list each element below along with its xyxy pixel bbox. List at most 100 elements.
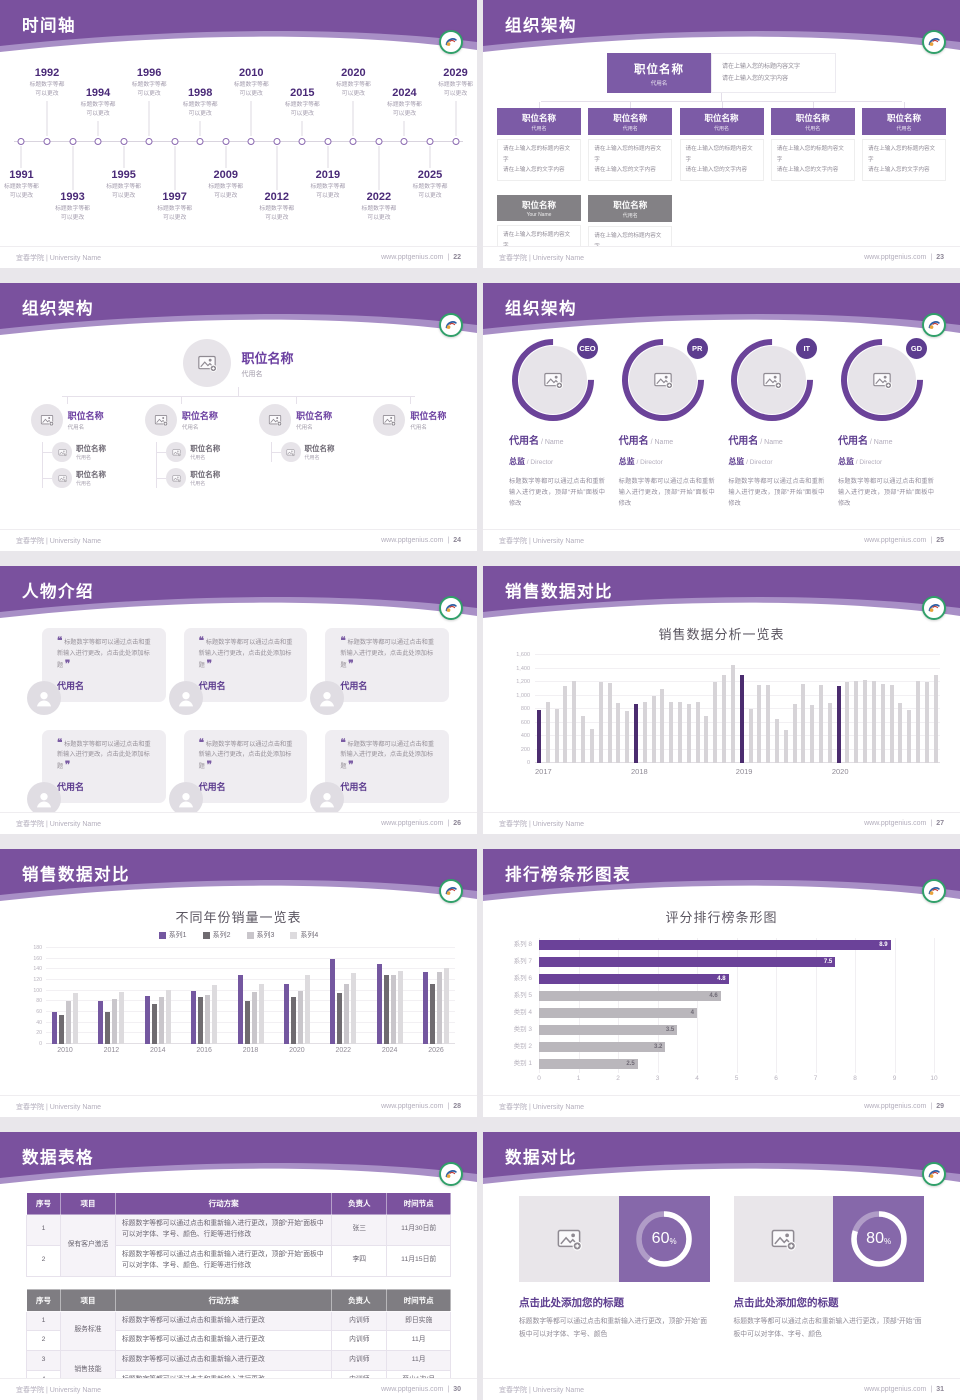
timeline-stem <box>301 121 303 136</box>
org-branch: 职位名称 代用名 <box>353 397 467 488</box>
x-tick-label: 3 <box>655 1075 660 1082</box>
slide-26-people-intro[interactable]: 人物介绍 ❝ 标题数字等都可以通过点击和重新输入进行更改，点击此处添加标题 ❞ … <box>0 566 477 834</box>
footer-separator: | <box>447 1103 450 1110</box>
footer-page-number: 27 <box>936 820 944 827</box>
gridline <box>535 748 940 750</box>
metric-card: 60% 点击此处添加您的标题 标题数字等都可以通过点击和重新输入进行更改，顶部“… <box>519 1196 710 1342</box>
profile-desc: 标题数字等都可以通过点击和重新输入进行更改，顶部“开始”面板中修改 <box>618 478 715 508</box>
bar <box>151 1004 157 1044</box>
slide-footer: 宜春学院 | University Name www.pptgenius.com… <box>0 529 477 551</box>
action-plan-table-1: 序号 项目 行动方案 负责人 时间节点 1 保有客户激活 标题数字等都可以通过点… <box>26 1192 451 1277</box>
timeline-stem <box>97 121 99 136</box>
image-placeholder-panel <box>519 1196 619 1282</box>
quote-card: ❝ 标题数字等都可以通过点击和重新输入进行更改，点击此处添加标题 ❞ 代用名 <box>310 628 449 715</box>
quote-card: ❝ 标题数字等都可以通过点击和重新输入进行更改，点击此处添加标题 ❞ 代用名 <box>27 729 166 817</box>
bar-value-label: 3.2 <box>654 1044 663 1050</box>
quote-open-icon: ❝ <box>57 737 63 749</box>
org-connector-line <box>721 93 722 101</box>
y-tick-label: 40 <box>36 1019 42 1026</box>
avatar-placeholder <box>183 339 232 387</box>
quote-text: ❝ 标题数字等都可以通过点击和重新输入进行更改，点击此处添加标题 ❞ <box>340 737 435 772</box>
quote-open-icon: ❝ <box>340 737 346 749</box>
avatar-placeholder <box>52 442 72 462</box>
bar <box>748 709 753 763</box>
x-tick-label: 10 <box>930 1075 938 1082</box>
slide-28-grouped-chart[interactable]: 销售数据对比 不同年份销量一览表 系列1 系列2 系列3 系列4 0 20 40 60 80 100… <box>0 849 477 1117</box>
slide-22-timeline[interactable]: 时间轴 1992 标题数字等都 可以更改 1994 标题数字等都 可以更改 1996 标题数字… <box>0 0 477 268</box>
gridline <box>535 721 940 723</box>
table-row: 3 销售技能 标题数字等都可以通过点击和重新输入进行更改 内训师 11月 <box>26 1350 451 1391</box>
donut-value: 80% <box>866 1230 892 1247</box>
slide-footer: 宜春学院 | University Name www.pptgenius.com… <box>483 812 960 834</box>
footer-page-number: 23 <box>936 254 944 261</box>
bar-value-label: 4.8 <box>717 976 726 982</box>
gridline <box>46 1043 455 1044</box>
quote-text: ❝ 标题数字等都可以通过点击和重新输入进行更改，点击此处添加标题 ❞ <box>198 737 293 772</box>
timeline-entry: 1993 标题数字等都 可以更改 <box>40 191 106 222</box>
timeline-stem <box>250 101 252 136</box>
slide-23-org-chart[interactable]: 组织架构 职位名称 代用名 请在上输入您的标题内容文字 请在上输入您的文字内容 职位名称… <box>483 0 960 268</box>
footer-separator: | <box>930 537 933 544</box>
bar: 2.5 <box>539 1059 638 1069</box>
footer-site: www.pptgenius.com <box>381 254 444 261</box>
bar <box>836 686 841 763</box>
slide-27-sales-chart[interactable]: 销售数据对比 销售数据分析一览表 0 200 400 600 800 1,000 1,200 1… <box>483 566 960 834</box>
chart-title: 销售数据分析一览表 <box>658 627 785 642</box>
ranking-bar-chart: 系列 8 系列 7 系列 6 系列 5 类别 4 类别 3 类别 2 类别 1 8.9 7.5 4.… <box>499 938 938 1087</box>
timeline-node-icon <box>171 138 179 145</box>
slide-29-ranking-chart[interactable]: 排行榜条形图表 评分排行榜条形图 系列 8 系列 7 系列 6 系列 5 类别 4 类别 3… <box>483 849 960 1117</box>
gridline <box>46 968 455 970</box>
cell-time: 11月 <box>386 1330 451 1352</box>
timeline-node-icon <box>349 138 357 145</box>
y-tick-label: 1,400 <box>516 665 530 672</box>
cell-action: 标题数字等都可以通过点击和重新输入进行更改，顶部“开始”面板中可以对字体、字号、… <box>115 1214 333 1246</box>
image-placeholder-icon <box>198 355 218 372</box>
footer-site: www.pptgenius.com <box>864 537 927 544</box>
y-tick-label: 120 <box>33 977 42 983</box>
gridline <box>894 938 896 1073</box>
quote-text: ❝ 标题数字等都可以通过点击和重新输入进行更改，点击此处添加标题 ❞ <box>57 737 151 772</box>
school-logo-icon <box>922 313 946 337</box>
footer-page-number: 28 <box>453 1103 461 1110</box>
timeline-entry: 2015 标题数字等都 可以更改 <box>269 87 335 118</box>
slide-30-data-tables[interactable]: 数据表格 序号 项目 行动方案 负责人 时间节点 1 保有 <box>0 1132 477 1400</box>
slide-24-org-tree[interactable]: 组织架构 职位名称 代用名 职位名称 代用名 职位名称 代用名 职位名称 代用名 职位名称 代用名… <box>0 283 477 551</box>
bar <box>73 993 78 1044</box>
timeline-stem <box>455 101 457 136</box>
quote-cards-canvas: ❝ 标题数字等都可以通过点击和重新输入进行更改，点击此处添加标题 ❞ 代用名 ❝… <box>0 614 477 817</box>
timeline-stem <box>352 101 354 136</box>
avatar-placeholder <box>52 468 72 488</box>
school-logo-icon <box>439 30 463 54</box>
footer-page-number: 22 <box>453 254 461 261</box>
col-header: 时间节点 <box>386 1192 451 1215</box>
table-row: 2 标题数字等都可以通过点击和重新输入进行更改，顶部“开始”面板中可以对字体、字… <box>26 1244 451 1277</box>
header-band <box>0 283 477 347</box>
school-logo-icon <box>439 596 463 620</box>
header-band <box>483 849 960 913</box>
x-axis: 2010 2012 2014 2016 2018 2020 2022 2024 2026 <box>46 1047 455 1054</box>
image-placeholder-icon <box>154 415 168 427</box>
comparison-canvas: 60% 点击此处添加您的标题 标题数字等都可以通过点击和重新输入进行更改，顶部“… <box>483 1180 960 1378</box>
table-header-row: 序号 项目 行动方案 负责人 时间节点 <box>26 1192 451 1215</box>
slide-31-data-comparison[interactable]: 数据对比 60% 点击此处添加您的标题 标题数字等都可以通过点击和重新输入进行更… <box>483 1132 960 1400</box>
quote-card: ❝ 标题数字等都可以通过点击和重新输入进行更改，点击此处添加标题 ❞ 代用名 <box>168 729 308 817</box>
footer-page-number: 31 <box>936 1386 944 1393</box>
timeline-stem <box>20 146 22 168</box>
table-row: 1 服务标准 标题数字等都可以通过点击和重新输入进行更改 内训师 即日实施 <box>26 1310 451 1352</box>
slide-title: 销售数据对比 <box>22 866 130 884</box>
header-band <box>0 0 477 64</box>
slide-title: 人物介绍 <box>22 583 94 601</box>
cell-owner: 李四 <box>331 1244 388 1277</box>
footer-site: www.pptgenius.com <box>381 1386 444 1393</box>
x-tick-label: 0 <box>537 1075 541 1082</box>
bar-value-label: 7.5 <box>823 959 833 965</box>
avatar-placeholder <box>259 404 292 436</box>
slide-footer: 宜春学院 | University Name www.pptgenius.com… <box>0 812 477 834</box>
avatar-placeholder <box>519 346 587 414</box>
bar <box>907 710 912 763</box>
bar <box>198 997 204 1044</box>
slide-25-org-profiles[interactable]: 组织架构 CEO 代用名 / Name 总监 / Director 标题数字等都… <box>483 283 960 551</box>
profile-avatar: CEO <box>495 322 611 438</box>
profile-role: 总监 / Director <box>509 457 554 466</box>
bar <box>144 996 150 1044</box>
